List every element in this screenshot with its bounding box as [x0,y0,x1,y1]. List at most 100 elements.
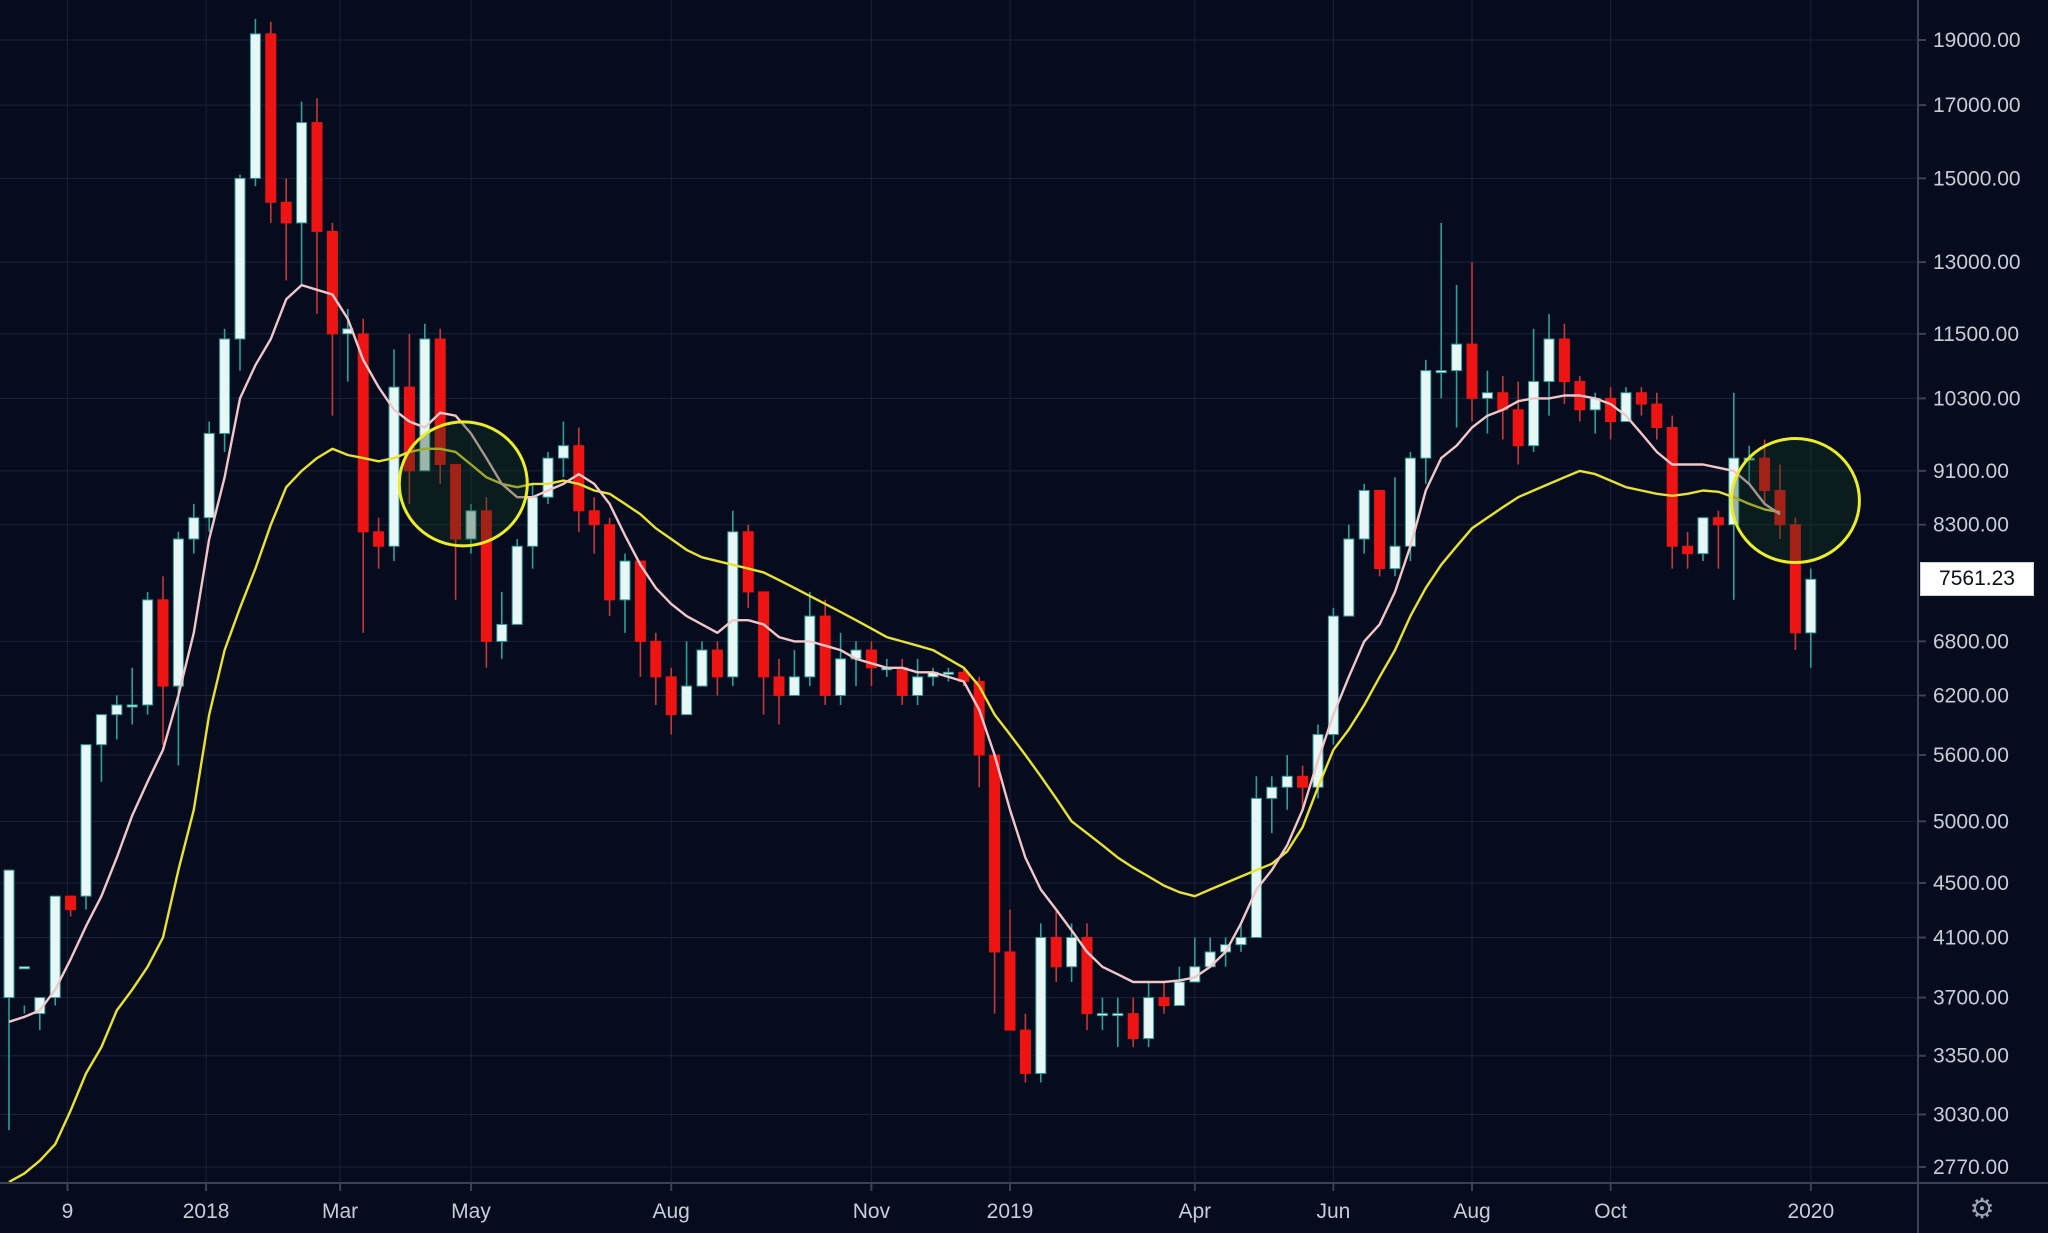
candle-up [49,895,61,999]
candle-down [773,676,785,696]
candle-up [249,33,261,179]
candle-up [942,671,954,675]
highlight-circle [1729,437,1861,565]
candle-down [1297,775,1309,788]
last-price-label: 7561.23 [1920,562,2034,597]
y-tick-label: 3030.00 [1933,1103,2009,1126]
candle-up [465,510,477,540]
x-tick-label: Nov [853,1200,891,1223]
candle-down [573,445,585,512]
y-tick-label: 19000.00 [1933,29,2021,52]
candle-up [1281,775,1293,788]
gear-icon[interactable]: ⚙ [1969,1193,1995,1224]
candle-down [665,676,677,716]
candle-up [18,966,30,970]
candle-up [542,457,554,498]
x-tick-label: 9 [62,1200,74,1223]
candle-up [1435,370,1447,374]
candle-up [804,615,816,678]
candle-down [1512,409,1524,447]
candle-up [1528,381,1540,447]
candle-down [1605,397,1617,423]
y-tick-label: 6800.00 [1933,630,2009,653]
candle-down [896,667,908,696]
candle-down [973,680,985,756]
candle-down [1666,426,1678,547]
x-tick-label: 2019 [987,1200,1034,1223]
candle-down [1651,403,1663,428]
candle-up [835,658,847,696]
candle-down [326,230,338,335]
candle-up [296,122,308,224]
x-tick-label: Mar [322,1200,358,1223]
y-tick-label: 4100.00 [1933,926,2009,949]
candle-down [1558,338,1570,383]
y-tick-label: 13000.00 [1933,251,2021,274]
y-tick-label: 3700.00 [1933,987,2009,1010]
y-tick-label: 6200.00 [1933,684,2009,707]
x-tick-label: 2018 [183,1200,230,1223]
candle-down [373,531,385,547]
candle-down [588,510,600,526]
candle-down [1019,1029,1031,1074]
candle-up [1543,338,1555,383]
x-tick-label: Oct [1594,1200,1627,1223]
candle-down [480,510,492,642]
candle-down [280,201,292,224]
candle-up [912,676,924,696]
candle-up [527,496,539,547]
candle-up [95,714,107,746]
candle-up [419,338,431,472]
y-tick-label: 5000.00 [1933,810,2009,833]
x-tick-label: Apr [1178,1200,1211,1223]
candle-up [681,685,693,716]
y-tick-label: 15000.00 [1933,167,2021,190]
candle-down [742,531,754,593]
candle-up [1481,392,1493,399]
candle-down [819,615,831,696]
candle-up [1235,936,1247,946]
candle-up [727,531,739,678]
candle-up [1173,981,1185,1007]
candle-up [696,649,708,687]
candle-down [311,122,323,232]
candle-up [1358,489,1370,540]
candle-up [788,676,800,696]
candle-down [1774,489,1786,526]
candle-up [188,517,200,540]
x-axis-tick-labels: 9 2018 Mar May Aug Nov 2019 Apr Jun Aug Oct 2020 [62,1183,1834,1223]
y-tick-label: 3350.00 [1933,1045,2009,1068]
candle-down [989,754,1001,953]
candle-down [157,599,169,687]
candle-down [1081,936,1093,1015]
candle-down [450,463,462,540]
candle-up [1343,538,1355,617]
candlestick-series [3,18,1817,1131]
moving-averages [8,283,1781,1184]
candle-up [1266,786,1278,799]
y-tick-label: 5600.00 [1933,744,2009,767]
candle-down [403,386,415,472]
y-axis-tick-labels: 19000.00 17000.00 15000.00 13000.00 11500.00… [1918,29,2021,1179]
candle-up [126,704,138,708]
candle-down [1712,517,1724,526]
candle-down [1682,545,1694,555]
y-tick-label: 9100.00 [1933,460,2009,483]
candle-up [1327,615,1339,735]
candle-up [142,599,154,706]
candle-down [1374,489,1386,570]
y-tick-label: 8300.00 [1933,514,2009,537]
candle-up [1143,997,1155,1040]
candle-down [434,338,446,465]
candle-up [1620,392,1632,423]
candle-up [496,623,508,642]
candle-up [1697,517,1709,555]
candle-up [234,177,246,340]
ma-slow-line [8,447,1781,1184]
candle-up [1420,370,1432,459]
candle-down [1004,951,1016,1031]
candle-down [357,333,369,533]
